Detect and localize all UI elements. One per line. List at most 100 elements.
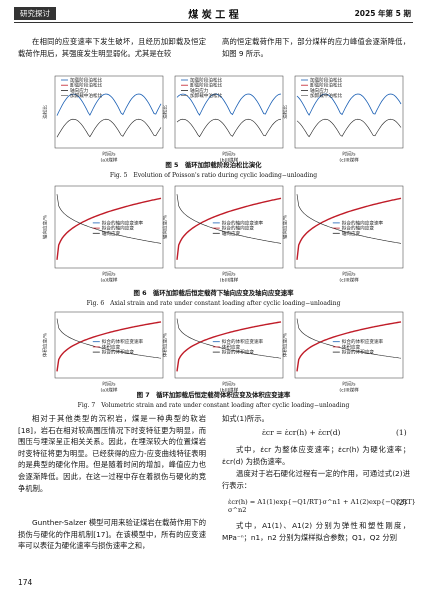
y-axis-label: 体积应变/% (42, 332, 49, 357)
plot-frame (54, 311, 164, 379)
curve (56, 118, 162, 138)
figure-caption-en: Fig. 7 Volumetric strain and rate under … (77, 402, 350, 409)
subfigure-label: (a)I煤样 (101, 277, 118, 284)
subfigure-label: (a)I煤样 (101, 387, 118, 394)
equation-number: (2) (396, 498, 407, 507)
legend-label: 拟合的体积应变 (342, 349, 375, 356)
x-axis-label: 时间/s (222, 271, 236, 278)
plot-frame (54, 75, 164, 149)
legend-label: 加卸载中泊松比 (190, 92, 223, 99)
subfigure-label: (b)II煤样 (220, 157, 239, 164)
legend-label: 卸载阶段泊松比 (70, 82, 103, 89)
paragraph: 相对于其他类型的沉积岩，煤是一种典型的软岩[18]，岩石在相对较高围压情况下时变… (18, 414, 206, 493)
legend-label: 卸载阶段泊松比 (310, 82, 343, 89)
journal: 煤 炭 工 程 (188, 10, 239, 21)
curve (176, 118, 282, 138)
legend-label: 体积应变 (342, 343, 361, 350)
legend-label: 加载阶段泊松比 (310, 77, 343, 84)
x-axis-label: 时间/s (342, 151, 356, 158)
figure-caption: 图 7 循环加卸载后恒定载荷体积应变及体积应变速率 (136, 391, 291, 399)
y-axis-label: 轴向应变/% (42, 214, 49, 239)
legend-label: 卸载阶段泊松比 (190, 82, 223, 89)
section-tag: 研究探讨 (14, 7, 56, 20)
subfigure-label: (b)II煤样 (220, 387, 239, 394)
legend-label: 拟合的轴向应变 (102, 225, 135, 232)
curve (56, 318, 162, 359)
legend-label: 加卸载中泊松比 (70, 92, 103, 99)
legend-label: 加卸载中泊松比 (310, 92, 343, 99)
curve (56, 93, 162, 116)
curve (296, 318, 402, 359)
curve (56, 197, 162, 260)
legend-label: 拟合的轴向应变速率 (102, 219, 144, 226)
figure-caption-en: Fig. 6 Axial strain and rate under const… (86, 300, 341, 307)
curve (296, 321, 402, 372)
curve (176, 194, 282, 244)
paragraph: 温度对于岩石硬化过程有一定的作用，可通过式(2)进行表示： (222, 469, 410, 490)
legend-label: 拟合的体积应变速率 (342, 338, 384, 345)
paragraph: 在相同的应变速率下发生破坏，且经历加卸载及恒定载荷作用后，其强度发生明显弱化。尤… (18, 37, 206, 58)
x-axis-label: 时间/s (342, 271, 356, 278)
subfigure-label: (c)III煤样 (339, 157, 359, 164)
plot-frame (294, 185, 404, 269)
rule (14, 22, 413, 23)
legend-label: 加载阶段泊松比 (190, 77, 223, 84)
legend-label: 拟合的体积应变 (222, 349, 255, 356)
paragraph: 式中，ε̇cr 为整体应变速率；ε̇cr(h) 为硬化速率；ε̇cr(d) 为损… (222, 445, 410, 466)
curve (176, 93, 282, 116)
paragraph: 如式(1)所示。 (222, 414, 269, 423)
legend-label: 拟合的轴向应变速率 (342, 219, 384, 226)
curve (296, 197, 402, 260)
legend-label: 轴向应变 (222, 230, 241, 237)
y-axis-label: 体积应变/% (162, 332, 169, 357)
legend-label: 拟合的轴向应变速率 (222, 219, 264, 226)
curve (176, 321, 282, 372)
y-axis-label: 轴向应变/% (282, 214, 289, 239)
legend-label: 轴向应变 (102, 230, 121, 237)
legend-label: 轴向应力 (310, 87, 329, 94)
legend-label: 拟合的轴向应变 (342, 225, 375, 232)
figure-caption-en: Fig. 5 Evolution of Poisson's ratio duri… (109, 172, 318, 179)
paragraph: 式中，A1(1)、A1(2) 分别为弹性和塑性刚度，MPa⁻ⁿ；n1，n2 分别… (222, 521, 410, 542)
subfigure-label: (b)II煤样 (220, 277, 239, 284)
plot-frame (174, 185, 284, 269)
plot-frame (294, 75, 404, 149)
subfigure-label: (c)III煤样 (339, 277, 359, 284)
x-axis-label: 时间/s (222, 381, 236, 388)
legend-label: 拟合的轴向应变 (222, 225, 255, 232)
figure-caption: 图 6 循环加卸载后恒定载荷下轴向应变及轴向应变速率 (133, 289, 294, 297)
y-axis-label: 泊松比 (42, 105, 49, 119)
equation: ε̇cr(h) = A1(1)exp{−Q1/RT}σ^n1 + A1(2)ex… (228, 498, 416, 514)
curve (56, 321, 162, 372)
legend-label: 拟合的体积应变速率 (222, 338, 264, 345)
curve (56, 194, 162, 244)
y-axis-label: 轴向应变/% (162, 214, 169, 239)
x-axis-label: 时间/s (102, 381, 116, 388)
issue: 2025 年第 5 期 (354, 9, 411, 18)
plot-frame (54, 185, 164, 269)
legend-label: 轴向应力 (190, 87, 209, 94)
page-number: 174 (18, 578, 33, 587)
plot-frame (174, 311, 284, 379)
legend-label: 拟合的体积应变速率 (102, 338, 144, 345)
y-axis-label: 体积应变/% (282, 332, 289, 357)
paragraph: Gunther-Salzer 模型可用来验证煤岩在载荷作用下的损伤与硬化的作用机… (18, 518, 206, 551)
legend-label: 体积应变 (222, 343, 241, 350)
equation: ε̇cr = ε̇cr(h) + ε̇cr(d) (262, 428, 341, 437)
legend-label: 轴向应变 (342, 230, 361, 237)
figure-caption: 图 5 循环加卸载阶段泊松比演化 (165, 161, 262, 169)
y-axis-label: 泊松比 (282, 105, 289, 119)
curve (176, 318, 282, 359)
x-axis-label: 时间/s (342, 381, 356, 388)
curve (176, 197, 282, 260)
subfigure-label: (a)I煤样 (101, 157, 118, 164)
legend-label: 加载阶段泊松比 (70, 77, 103, 84)
plot-frame (294, 311, 404, 379)
legend-label: 轴向应力 (70, 87, 89, 94)
curve (296, 93, 402, 116)
x-axis-label: 时间/s (222, 151, 236, 158)
paragraph: 高的恒定载荷作用下，部分煤样的应力峰值会逐渐降低，如图 9 所示。 (222, 37, 410, 58)
legend-label: 拟合的体积应变 (102, 349, 135, 356)
